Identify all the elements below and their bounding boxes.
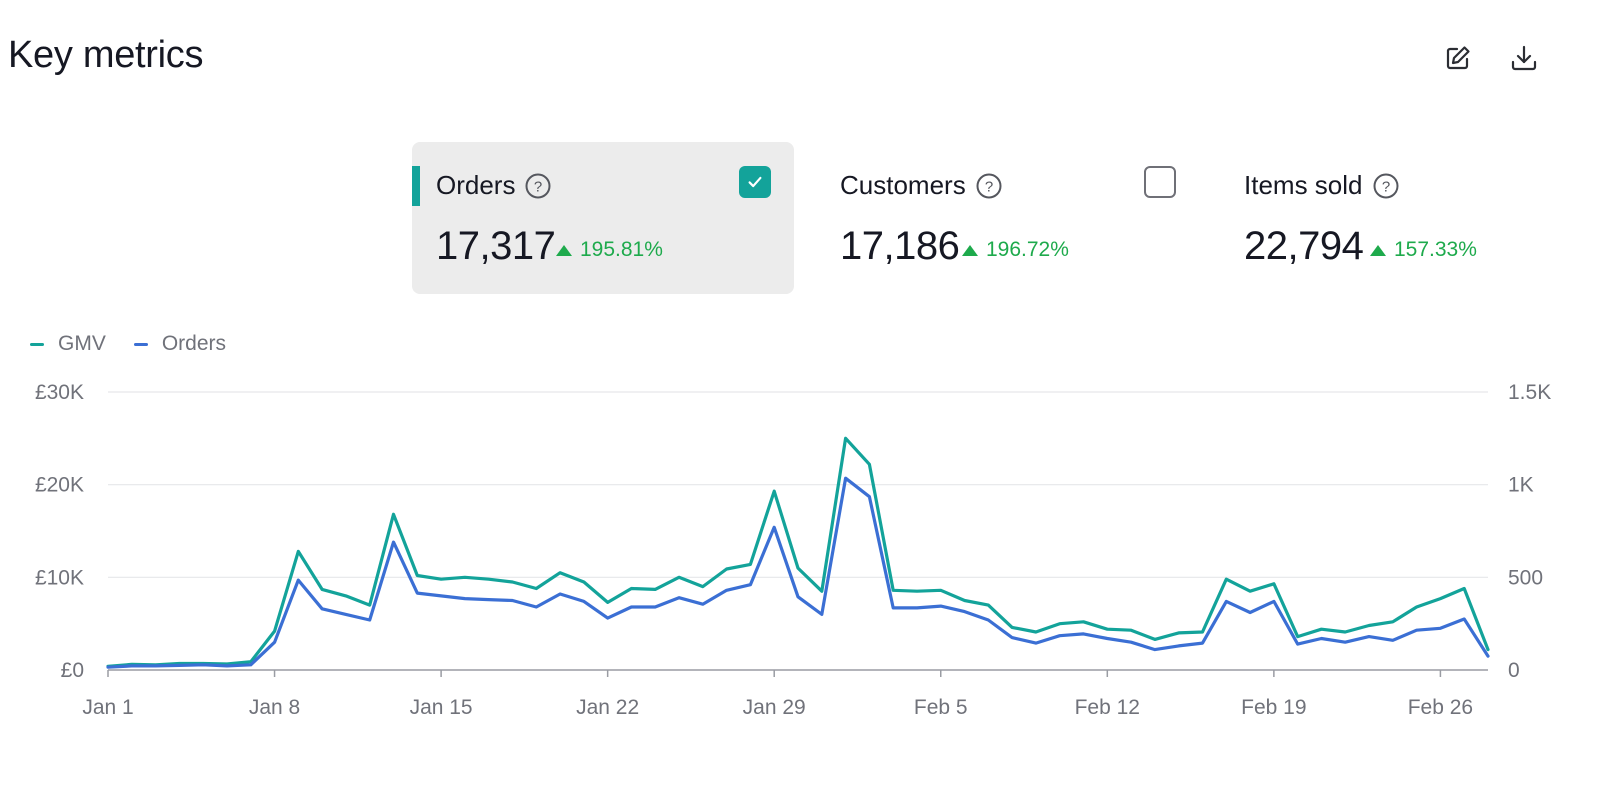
chart-legend: GMV Orders bbox=[30, 332, 226, 356]
svg-text:?: ? bbox=[1381, 178, 1389, 195]
metric-delta-text: 196.72% bbox=[986, 238, 1069, 261]
metric-delta: 157.33% bbox=[1370, 238, 1477, 262]
svg-text:?: ? bbox=[985, 178, 993, 195]
y-left-tick-label: £10K bbox=[35, 566, 84, 589]
metric-value: 17,186 bbox=[840, 224, 960, 268]
metric-label: Orders ? bbox=[436, 170, 551, 201]
metric-card-orders[interactable]: Orders ? 17,317 195.81% bbox=[412, 142, 794, 294]
metric-label-text: Items sold bbox=[1244, 170, 1363, 200]
legend-swatch bbox=[133, 342, 148, 346]
y-left-tick-label: £20K bbox=[35, 474, 84, 497]
download-icon[interactable] bbox=[1506, 40, 1542, 76]
x-tick-label: Feb 19 bbox=[1241, 696, 1306, 719]
metric-delta-text: 157.33% bbox=[1394, 238, 1477, 261]
metric-delta-text: 195.81% bbox=[580, 238, 663, 261]
up-triangle-icon bbox=[1370, 244, 1386, 256]
x-tick-label: Feb 12 bbox=[1075, 696, 1140, 719]
series-line-gmv bbox=[106, 436, 1490, 668]
metric-label: Customers ? bbox=[840, 170, 1002, 201]
up-triangle-icon bbox=[962, 244, 978, 256]
series-accent-bar bbox=[412, 166, 420, 206]
legend-label: Orders bbox=[161, 332, 227, 355]
metric-label-text: Orders bbox=[436, 170, 516, 200]
metric-delta: 196.72% bbox=[962, 238, 1069, 262]
svg-text:?: ? bbox=[534, 178, 542, 195]
x-tick-label: Jan 29 bbox=[743, 696, 806, 719]
legend-item-orders[interactable]: Orders bbox=[133, 332, 227, 356]
legend-item-gmv[interactable]: GMV bbox=[30, 332, 106, 356]
series-checkbox[interactable] bbox=[739, 166, 771, 198]
metric-label: Items sold ? bbox=[1244, 170, 1399, 201]
y-left-tick-label: £30K bbox=[35, 381, 84, 404]
help-icon[interactable]: ? bbox=[1373, 173, 1399, 199]
legend-label: GMV bbox=[58, 332, 106, 355]
metric-value: 22,794 bbox=[1244, 224, 1364, 268]
x-tick-label: Feb 5 bbox=[914, 696, 968, 719]
x-tick-label: Feb 26 bbox=[1408, 696, 1473, 719]
help-icon[interactable]: ? bbox=[525, 173, 551, 199]
metric-delta: 195.81% bbox=[556, 238, 663, 262]
x-tick-label: Jan 1 bbox=[82, 696, 133, 719]
metric-label-text: Customers bbox=[840, 170, 966, 200]
series-checkbox[interactable] bbox=[1144, 166, 1176, 198]
line-chart: £0 0 £10K 500 £20K 1K £30K 1.5K Jan 1 Jan 8 Jan 15… bbox=[35, 381, 1551, 719]
y-right-tick-label: 500 bbox=[1508, 566, 1543, 589]
y-left-tick-label: £0 bbox=[61, 659, 84, 682]
y-right-tick-label: 0 bbox=[1508, 659, 1520, 682]
y-right-tick-label: 1K bbox=[1508, 474, 1534, 497]
edit-icon[interactable] bbox=[1440, 40, 1476, 76]
page-title: Key metrics bbox=[8, 34, 204, 76]
series-line-orders bbox=[106, 476, 1490, 669]
x-tick-label: Jan 8 bbox=[249, 696, 300, 719]
x-tick-label: Jan 22 bbox=[576, 696, 639, 719]
metric-card-items-sold[interactable]: Items sold ? 22,794 157.33% bbox=[1220, 142, 1590, 294]
legend-swatch bbox=[30, 342, 44, 346]
up-triangle-icon bbox=[556, 244, 572, 256]
x-tick-label: Jan 15 bbox=[410, 696, 473, 719]
metric-card-customers[interactable]: Customers ? 17,186 196.72% bbox=[816, 142, 1198, 294]
metric-value: 17,317 bbox=[436, 224, 556, 268]
checkmark-icon bbox=[748, 176, 762, 188]
y-right-tick-label: 1.5K bbox=[1508, 381, 1551, 404]
help-icon[interactable]: ? bbox=[976, 173, 1002, 199]
